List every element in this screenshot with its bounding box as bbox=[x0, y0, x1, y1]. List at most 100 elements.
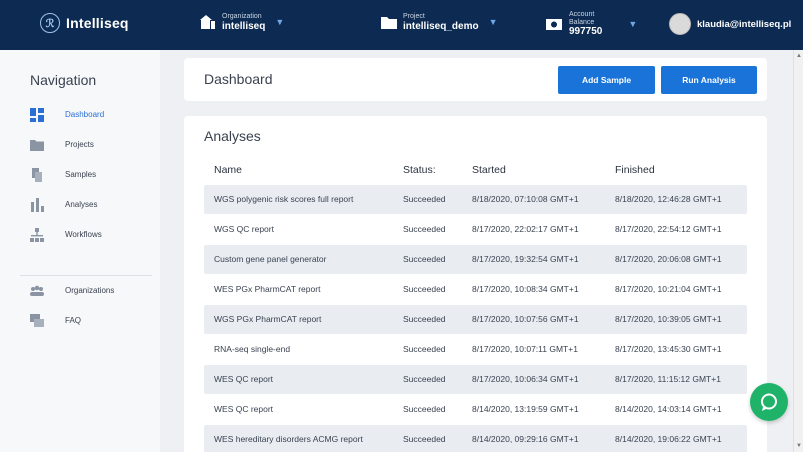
analyses-title: Analyses bbox=[204, 128, 261, 144]
table-row[interactable]: WGS QC report Succeeded 8/17/2020, 22:02… bbox=[204, 215, 747, 244]
cell-started: 8/17/2020, 10:07:11 GMT+1 bbox=[472, 344, 578, 354]
cell-status: Succeeded bbox=[403, 224, 446, 234]
dashboard-icon bbox=[30, 108, 44, 122]
chat-icon bbox=[761, 393, 777, 411]
cell-finished: 8/17/2020, 20:06:08 GMT+1 bbox=[615, 254, 722, 264]
sidebar-item-label: Workflows bbox=[65, 230, 102, 239]
chevron-down-icon[interactable]: ▼ bbox=[628, 19, 638, 30]
table-row[interactable]: WES QC report Succeeded 8/17/2020, 10:06… bbox=[204, 365, 747, 394]
account-balance-selector[interactable]: Account Balance 997750 ▼ bbox=[545, 11, 637, 37]
scroll-down-icon[interactable]: ▼ bbox=[796, 443, 802, 449]
analyses-panel: Analyses Name Status: Started Finished W… bbox=[184, 116, 767, 452]
cell-name: WES QC report bbox=[214, 374, 274, 384]
cell-name: Custom gene panel generator bbox=[214, 254, 327, 264]
table-row[interactable]: Custom gene panel generator Succeeded 8/… bbox=[204, 245, 747, 274]
organization-value: intelliseq bbox=[222, 20, 266, 32]
cell-status: Succeeded bbox=[403, 374, 446, 384]
project-label: Project bbox=[403, 13, 425, 20]
dashboard-header: Dashboard Add Sample Run Analysis bbox=[184, 58, 767, 101]
table-row[interactable]: WES hereditary disorders ACMG report Suc… bbox=[204, 425, 747, 452]
cell-status: Succeeded bbox=[403, 404, 446, 414]
table-row[interactable]: RNA-seq single-end Succeeded 8/17/2020, … bbox=[204, 335, 747, 364]
cell-started: 8/17/2020, 10:06:34 GMT+1 bbox=[472, 374, 579, 384]
chevron-down-icon[interactable]: ▼ bbox=[488, 17, 498, 28]
account-label-line1: Account bbox=[569, 11, 595, 18]
sidebar-item-workflows[interactable]: Workflows bbox=[30, 228, 102, 242]
user-email: klaudia@intelliseq.pl bbox=[697, 18, 792, 30]
cell-name: WES hereditary disorders ACMG report bbox=[214, 434, 363, 444]
sidebar-item-projects[interactable]: Projects bbox=[30, 138, 94, 152]
sidebar-item-label: Dashboard bbox=[65, 110, 105, 119]
brand-name: Intelliseq bbox=[66, 15, 129, 31]
chevron-down-icon[interactable]: ▼ bbox=[801, 19, 803, 29]
cell-name: RNA-seq single-end bbox=[214, 344, 291, 354]
project-value: intelliseq_demo bbox=[403, 20, 479, 32]
workflows-icon bbox=[30, 228, 44, 242]
organization-label: Organization bbox=[222, 13, 262, 20]
sidebar-divider bbox=[20, 275, 152, 276]
scroll-up-icon[interactable]: ▲ bbox=[796, 53, 802, 59]
avatar bbox=[669, 13, 691, 35]
cell-name: WES QC report bbox=[214, 404, 274, 414]
cell-status: Succeeded bbox=[403, 284, 446, 294]
brand-logo-icon: ℛ bbox=[40, 13, 60, 33]
column-header-name[interactable]: Name bbox=[214, 164, 243, 176]
account-balance-value: 997750 bbox=[569, 26, 603, 38]
cell-name: WES PGx PharmCAT report bbox=[214, 284, 321, 294]
cell-status: Succeeded bbox=[403, 254, 446, 264]
cell-status: Succeeded bbox=[403, 344, 446, 354]
cell-status: Succeeded bbox=[403, 194, 446, 204]
cell-started: 8/17/2020, 10:08:34 GMT+1 bbox=[472, 284, 579, 294]
cell-finished: 8/17/2020, 10:39:05 GMT+1 bbox=[615, 314, 722, 324]
top-bar: ℛ Intelliseq Organization intelliseq ▼ P… bbox=[0, 0, 803, 50]
faq-icon bbox=[30, 314, 44, 327]
sidebar-item-label: Projects bbox=[65, 140, 94, 149]
nav-title: Navigation bbox=[30, 72, 97, 88]
table-row[interactable]: WES QC report Succeeded 8/14/2020, 13:19… bbox=[204, 395, 747, 424]
cell-status: Succeeded bbox=[403, 434, 446, 444]
cell-finished: 8/18/2020, 12:46:28 GMT+1 bbox=[615, 194, 722, 204]
run-analysis-button[interactable]: Run Analysis bbox=[661, 66, 757, 94]
projects-icon bbox=[30, 140, 44, 151]
user-menu[interactable]: klaudia@intelliseq.pl ▼ bbox=[669, 13, 803, 35]
cell-started: 8/17/2020, 10:07:56 GMT+1 bbox=[472, 314, 579, 324]
table-row[interactable]: WGS PGx PharmCAT report Succeeded 8/17/2… bbox=[204, 305, 747, 334]
cell-name: WGS polygenic risk scores full report bbox=[214, 194, 354, 204]
cell-name: WGS QC report bbox=[214, 224, 274, 234]
sidebar-item-label: Organizations bbox=[65, 286, 115, 295]
project-selector[interactable]: Project intelliseq_demo ▼ bbox=[381, 13, 498, 32]
sidebar-item-dashboard[interactable]: Dashboard bbox=[30, 108, 104, 122]
account-balance-icon bbox=[546, 19, 562, 31]
sidebar-item-samples[interactable]: Samples bbox=[30, 168, 96, 182]
cell-finished: 8/17/2020, 22:54:12 GMT+1 bbox=[615, 224, 722, 234]
sidebar-item-organizations[interactable]: Organizations bbox=[30, 284, 114, 298]
chat-button[interactable] bbox=[750, 383, 788, 421]
column-header-finished[interactable]: Finished bbox=[615, 164, 655, 176]
cell-started: 8/17/2020, 22:02:17 GMT+1 bbox=[472, 224, 579, 234]
organization-icon bbox=[200, 15, 215, 30]
column-header-status[interactable]: Status: bbox=[403, 164, 436, 176]
organization-selector[interactable]: Organization intelliseq ▼ bbox=[200, 13, 284, 32]
cell-started: 8/14/2020, 09:29:16 GMT+1 bbox=[472, 434, 579, 444]
analyses-icon bbox=[31, 198, 44, 212]
column-header-started[interactable]: Started bbox=[472, 164, 506, 176]
samples-icon bbox=[32, 168, 42, 182]
table-row[interactable]: WGS polygenic risk scores full report Su… bbox=[204, 185, 747, 214]
brand[interactable]: ℛ Intelliseq bbox=[40, 13, 129, 33]
cell-name: WGS PGx PharmCAT report bbox=[214, 314, 322, 324]
cell-started: 8/17/2020, 19:32:54 GMT+1 bbox=[472, 254, 579, 264]
page-scrollbar[interactable]: ▲ ▼ bbox=[793, 50, 803, 452]
page-title: Dashboard bbox=[204, 71, 273, 87]
cell-finished: 8/14/2020, 19:06:22 GMT+1 bbox=[615, 434, 722, 444]
cell-started: 8/18/2020, 07:10:08 GMT+1 bbox=[472, 194, 579, 204]
chevron-down-icon[interactable]: ▼ bbox=[275, 17, 285, 28]
cell-finished: 8/17/2020, 10:21:04 GMT+1 bbox=[615, 284, 722, 294]
add-sample-button[interactable]: Add Sample bbox=[558, 66, 655, 94]
account-label-line2: Balance bbox=[569, 18, 595, 26]
sidebar-item-label: Samples bbox=[65, 170, 97, 179]
table-row[interactable]: WES PGx PharmCAT report Succeeded 8/17/2… bbox=[204, 275, 747, 304]
sidebar-item-faq[interactable]: FAQ bbox=[30, 314, 81, 328]
organizations-icon bbox=[30, 285, 44, 296]
project-folder-icon bbox=[381, 17, 397, 30]
sidebar-item-analyses[interactable]: Analyses bbox=[30, 198, 97, 212]
